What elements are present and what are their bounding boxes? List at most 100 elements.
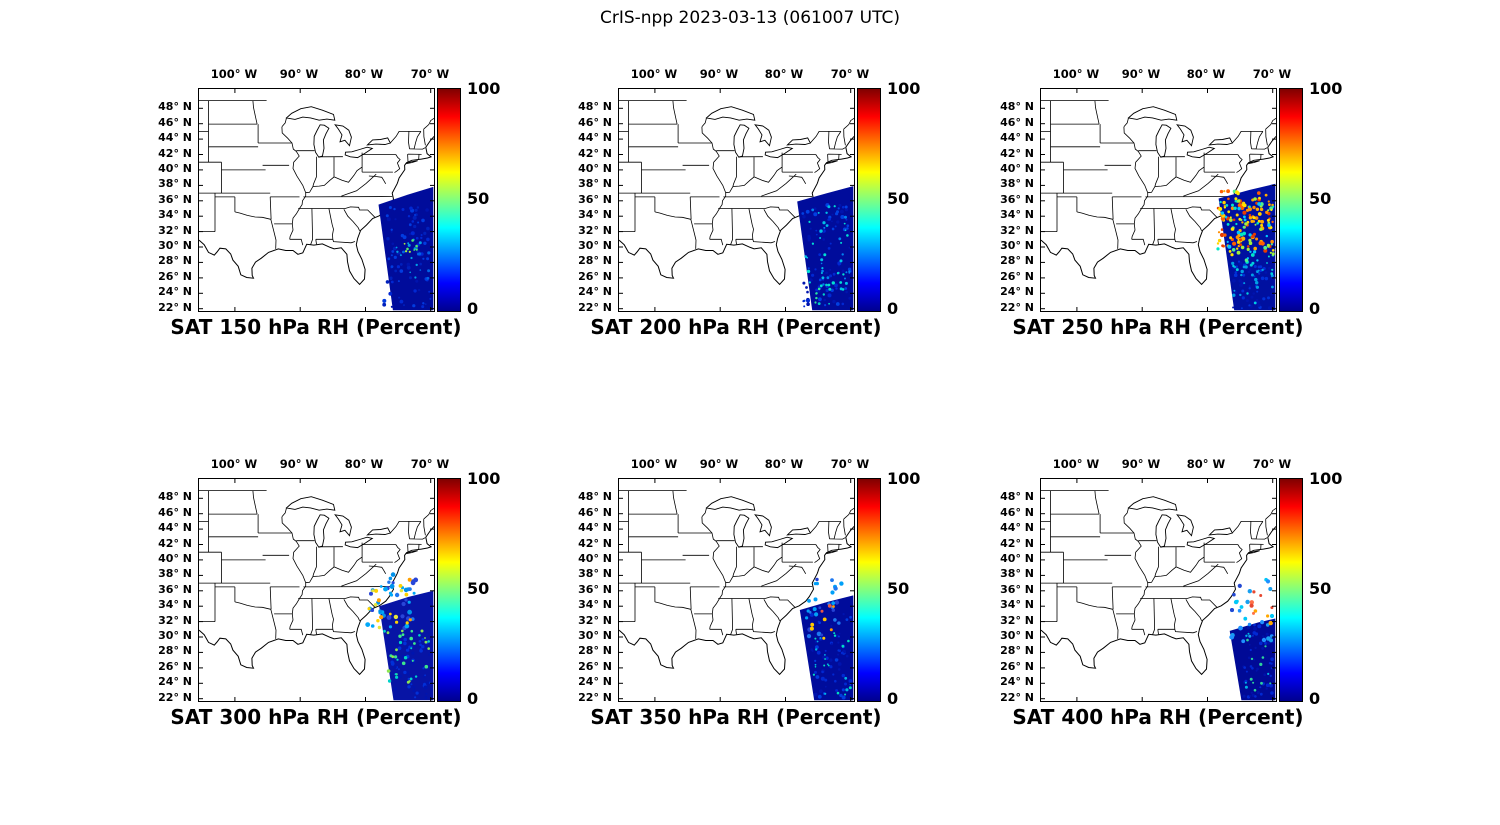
colorbar-tick-label: 0	[467, 299, 479, 318]
lat-tick-label: 48° N	[158, 100, 192, 113]
colorbar-tick-label: 50	[887, 189, 910, 208]
panel-150hpa: 100° W 90° W 80° W 70° W 48° N 46° N 44° N 42° …	[158, 67, 500, 339]
colorbar-tick-label: 100	[467, 469, 501, 488]
lon-tick-label: 90° W	[279, 457, 319, 471]
swath-footprints-400hpa	[1229, 577, 1275, 699]
lon-tick-label: 90° W	[279, 67, 319, 81]
lat-tick-label: 24° N	[1000, 675, 1034, 688]
lat-tick-label: 44° N	[578, 521, 612, 534]
lat-tick-label: 38° N	[1000, 567, 1034, 580]
lat-tick-label: 30° N	[1000, 239, 1034, 252]
swath-band-150hpa	[378, 186, 434, 311]
lat-tick-label: 28° N	[158, 644, 192, 657]
lon-tick-label: 80° W	[764, 67, 804, 81]
lon-tick-label: 100° W	[210, 457, 258, 471]
lat-tick-label: 38° N	[1000, 177, 1034, 190]
map-canvas-200hpa	[618, 88, 855, 312]
lon-tick-label: 90° W	[1121, 457, 1161, 471]
axis-ticks	[619, 479, 854, 701]
map-canvas-300hpa	[198, 478, 435, 702]
lat-tick-label: 22° N	[158, 301, 192, 314]
lat-tick-label: 48° N	[1000, 490, 1034, 503]
colorbar-tick-label: 0	[887, 299, 899, 318]
colorbar-300hpa	[437, 478, 461, 702]
lat-tick-label: 48° N	[578, 490, 612, 503]
lat-tick-label: 46° N	[158, 506, 192, 519]
panel-title-250hpa: SAT 250 hPa RH (Percent)	[1012, 315, 1304, 339]
lat-tick-label: 38° N	[578, 567, 612, 580]
axis-ticks	[619, 89, 854, 311]
lat-tick-label: 36° N	[1000, 193, 1034, 206]
lat-tick-label: 26° N	[578, 660, 612, 673]
lat-tick-label: 36° N	[158, 583, 192, 596]
lat-tick-label: 48° N	[1000, 100, 1034, 113]
colorbar-tick-label: 50	[1309, 189, 1332, 208]
lat-tick-label: 34° N	[1000, 598, 1034, 611]
axis-ticks	[199, 479, 434, 701]
lat-tick-label: 42° N	[578, 537, 612, 550]
map-canvas-150hpa	[198, 88, 435, 312]
axis-ticks	[1041, 89, 1276, 311]
lat-tick-label: 36° N	[578, 583, 612, 596]
colorbar-150hpa	[437, 88, 461, 312]
panel-title-400hpa: SAT 400 hPa RH (Percent)	[1012, 705, 1304, 729]
lat-tick-label: 44° N	[578, 131, 612, 144]
swath-footprints-350hpa	[805, 577, 853, 700]
colorbar-400hpa	[1279, 478, 1303, 702]
lat-tick-label: 30° N	[1000, 629, 1034, 642]
lat-tick-label: 38° N	[158, 567, 192, 580]
lon-tick-label: 100° W	[630, 457, 678, 471]
lat-tick-label: 28° N	[158, 254, 192, 267]
lat-tick-label: 42° N	[578, 147, 612, 160]
lat-tick-label: 22° N	[1000, 301, 1034, 314]
lat-tick-label: 34° N	[158, 208, 192, 221]
colorbar-tick-label: 0	[467, 689, 479, 708]
colorbar-250hpa	[1279, 88, 1303, 312]
lat-tick-label: 44° N	[158, 521, 192, 534]
lon-tick-label: 70° W	[830, 67, 870, 81]
lat-tick-label: 32° N	[578, 614, 612, 627]
swath-footprints-200hpa	[801, 203, 853, 308]
panel-300hpa: 100° W 90° W 80° W 70° W 48° N 46° N 44° N 42° …	[158, 457, 500, 729]
lat-tick-label: 24° N	[158, 285, 192, 298]
lat-tick-label: 32° N	[158, 224, 192, 237]
lon-tick-label: 100° W	[210, 67, 258, 81]
lat-tick-label: 34° N	[158, 598, 192, 611]
lat-tick-label: 32° N	[158, 614, 192, 627]
swath-band-200hpa	[797, 186, 854, 311]
lat-tick-label: 46° N	[578, 506, 612, 519]
lat-tick-label: 26° N	[158, 270, 192, 283]
lat-tick-label: 42° N	[1000, 537, 1034, 550]
colorbar-350hpa	[857, 478, 881, 702]
lon-tick-label: 80° W	[344, 457, 384, 471]
lat-tick-label: 36° N	[578, 193, 612, 206]
colorbar-tick-label: 50	[467, 579, 490, 598]
colorbar-tick-label: 0	[1309, 689, 1321, 708]
lon-tick-label: 100° W	[1052, 67, 1100, 81]
colorbar-tick-label: 50	[467, 189, 490, 208]
panel-title-350hpa: SAT 350 hPa RH (Percent)	[590, 705, 882, 729]
map-canvas-400hpa	[1040, 478, 1277, 702]
lat-tick-label: 34° N	[578, 598, 612, 611]
lat-tick-label: 46° N	[158, 116, 192, 129]
lat-tick-label: 40° N	[158, 552, 192, 565]
swath-band-300hpa	[379, 590, 434, 701]
lon-tick-label: 90° W	[699, 67, 739, 81]
panel-400hpa: 100° W 90° W 80° W 70° W 48° N 46° N 44° N 42° …	[1000, 457, 1342, 729]
lat-tick-label: 24° N	[1000, 285, 1034, 298]
panel-350hpa: 100° W 90° W 80° W 70° W 48° N 46° N 44° N 42° …	[578, 457, 920, 729]
lat-tick-label: 28° N	[1000, 254, 1034, 267]
lat-tick-label: 22° N	[1000, 691, 1034, 704]
lon-tick-label: 80° W	[1186, 67, 1226, 81]
swath-footprints-300hpa	[365, 572, 433, 700]
lat-tick-label: 36° N	[158, 193, 192, 206]
panel-200hpa: 100° W 90° W 80° W 70° W 48° N 46° N 44° N 42° …	[578, 67, 920, 339]
colorbar-tick-label: 100	[1309, 79, 1343, 98]
lat-tick-label: 24° N	[578, 285, 612, 298]
lat-tick-label: 26° N	[158, 660, 192, 673]
lat-tick-label: 26° N	[1000, 660, 1034, 673]
lon-tick-label: 80° W	[344, 67, 384, 81]
lon-tick-label: 100° W	[1052, 457, 1100, 471]
lat-tick-label: 38° N	[578, 177, 612, 190]
lon-tick-label: 70° W	[410, 67, 450, 81]
